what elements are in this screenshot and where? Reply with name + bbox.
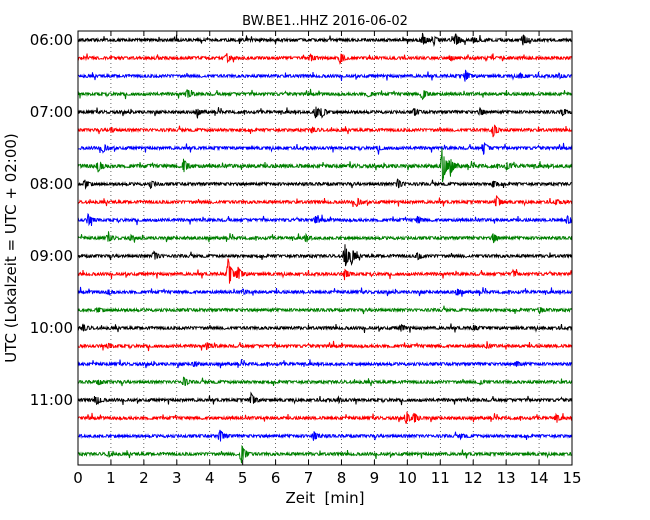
y-tick-label: 06:00 bbox=[30, 31, 73, 49]
y-tick-label: 11:00 bbox=[30, 391, 73, 409]
trace-line bbox=[77, 106, 573, 119]
x-tick-label: 12 bbox=[464, 469, 483, 487]
x-tick-label: 8 bbox=[337, 469, 347, 487]
x-tick-label: 10 bbox=[398, 469, 417, 487]
trace-line bbox=[77, 376, 573, 387]
trace-line bbox=[77, 286, 573, 297]
x-tick-label: 1 bbox=[106, 469, 116, 487]
trace-line bbox=[77, 258, 573, 284]
y-tick-label: 09:00 bbox=[30, 247, 73, 265]
y-tick-label: 10:00 bbox=[30, 319, 73, 337]
y-axis: 06:00 07:00 08:00 09:00 10:00 11:00 bbox=[30, 31, 83, 409]
trace-line bbox=[77, 429, 573, 442]
x-tick-label: 15 bbox=[562, 469, 581, 487]
trace-line bbox=[77, 69, 573, 82]
trace-line bbox=[77, 444, 573, 464]
trace-line bbox=[77, 212, 573, 227]
trace-line bbox=[77, 195, 573, 208]
x-tick-label: 5 bbox=[238, 469, 248, 487]
y-tick-label: 07:00 bbox=[30, 103, 73, 121]
trace-group bbox=[77, 32, 573, 464]
x-axis: 0 1 2 3 4 5 6 7 8 9 10 11 12 13 14 15 bbox=[73, 31, 582, 487]
trace-line bbox=[77, 231, 573, 244]
x-tick-label: 13 bbox=[497, 469, 516, 487]
trace-line bbox=[77, 305, 573, 315]
y-tick-label: 08:00 bbox=[30, 175, 73, 193]
trace-line bbox=[77, 391, 573, 406]
trace-line bbox=[77, 124, 573, 138]
trace-line bbox=[77, 178, 573, 190]
trace-line bbox=[77, 32, 573, 47]
plot-frame bbox=[77, 30, 573, 466]
trace-line bbox=[77, 340, 573, 352]
trace-line bbox=[77, 147, 573, 183]
trace-line bbox=[77, 244, 573, 267]
x-tick-label: 7 bbox=[304, 469, 314, 487]
x-axis-label: Zeit [min] bbox=[285, 489, 364, 507]
trace-line bbox=[77, 411, 573, 424]
x-tick-label: 0 bbox=[73, 469, 83, 487]
vertical-grid bbox=[110, 31, 540, 465]
chart-title: BW.BE1..HHZ 2016-06-02 bbox=[242, 14, 408, 29]
x-tick-label: 11 bbox=[431, 469, 450, 487]
y-axis-label: UTC (Lokalzeit = UTC + 02:00) bbox=[2, 133, 20, 363]
trace-line bbox=[77, 359, 573, 369]
x-tick-label: 6 bbox=[271, 469, 281, 487]
x-tick-label: 4 bbox=[205, 469, 215, 487]
x-tick-label: 2 bbox=[139, 469, 149, 487]
x-tick-label: 14 bbox=[530, 469, 549, 487]
trace-line bbox=[77, 323, 573, 334]
x-tick-label: 9 bbox=[370, 469, 380, 487]
x-tick-label: 3 bbox=[172, 469, 182, 487]
trace-line bbox=[77, 53, 573, 65]
trace-line bbox=[77, 142, 573, 155]
trace-line bbox=[77, 88, 573, 101]
